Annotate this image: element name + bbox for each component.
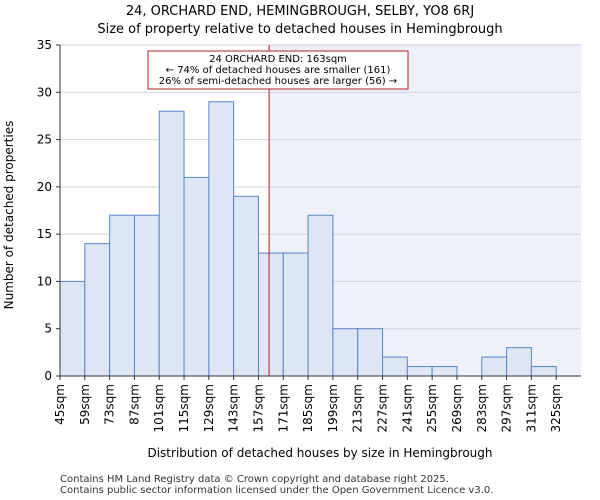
y-axis-label: Number of detached properties [2, 121, 16, 310]
y-tick-label: 20 [37, 180, 52, 194]
histogram-bar [530, 366, 557, 377]
annotation-line: ← 74% of detached houses are smaller (16… [166, 65, 391, 76]
annotation-box [147, 50, 409, 90]
histogram-bar [84, 243, 111, 377]
histogram-bar [282, 252, 309, 377]
x-tick-label: 297sqm [500, 384, 514, 432]
x-tick-label: 115sqm [177, 384, 191, 432]
histogram-bar [506, 347, 532, 377]
chart-title: 24, ORCHARD END, HEMINGBROUGH, SELBY, YO… [126, 4, 474, 19]
x-tick-label: 45sqm [53, 384, 67, 425]
histogram-bar [332, 328, 359, 377]
x-tick-label: 59sqm [78, 384, 92, 425]
y-tick-label: 35 [37, 38, 52, 52]
histogram-bar [59, 280, 86, 377]
footer-attribution-line1: Contains HM Land Registry data © Crown c… [60, 474, 449, 485]
x-tick-label: 171sqm [276, 384, 290, 432]
histogram-bar [109, 214, 135, 377]
x-axis-label: Distribution of detached houses by size … [147, 446, 492, 460]
y-tick-label: 0 [44, 369, 52, 383]
plot-area: 0 5 10 15 20 25 30 35 45sqm 59sqm 73sqm 87sqm 101sqm… [37, 38, 581, 432]
x-tick-label: 213sqm [351, 384, 365, 432]
x-tick-label: 241sqm [400, 384, 414, 432]
y-tick-label: 30 [37, 85, 52, 99]
x-tick-label: 157sqm [251, 384, 265, 432]
histogram-bar [257, 252, 284, 377]
histogram-bar [183, 176, 210, 377]
x-tick-label: 73sqm [103, 384, 117, 425]
histogram-bar [481, 356, 508, 377]
y-tick-label: 25 [37, 133, 52, 147]
y-tick-label: 5 [44, 322, 52, 336]
histogram-bar [357, 328, 384, 377]
x-tick-label: 255sqm [425, 384, 439, 432]
histogram-bar [208, 101, 235, 377]
x-tick-label: 143sqm [227, 384, 241, 432]
x-tick-label: 87sqm [127, 384, 141, 425]
x-tick-label: 185sqm [301, 384, 315, 432]
histogram-bar [406, 366, 433, 377]
y-tick-label: 10 [37, 274, 52, 288]
x-tick-label: 269sqm [450, 384, 464, 432]
chart-subtitle: Size of property relative to detached ho… [97, 22, 502, 37]
x-tick-label: 325sqm [549, 384, 563, 432]
histogram-bar [431, 366, 458, 377]
x-tick-label: 199sqm [326, 384, 340, 432]
annotation-line: 26% of semi-detached houses are larger (… [159, 76, 397, 87]
x-tick-label: 129sqm [202, 384, 216, 432]
annotation-line: 24 ORCHARD END: 163sqm [209, 54, 347, 65]
x-tick-label: 227sqm [376, 384, 390, 432]
histogram-bar [233, 195, 259, 377]
y-tick-label: 15 [37, 227, 52, 241]
histogram-bar [307, 214, 334, 377]
x-tick-label: 311sqm [524, 384, 538, 432]
histogram-bar [158, 110, 185, 377]
x-tick-label: 283sqm [475, 384, 489, 432]
footer-attribution-line2: Contains public sector information licen… [60, 485, 494, 496]
histogram-bar [382, 356, 408, 377]
x-tick-label: 101sqm [152, 384, 166, 432]
histogram-bar [133, 214, 160, 377]
